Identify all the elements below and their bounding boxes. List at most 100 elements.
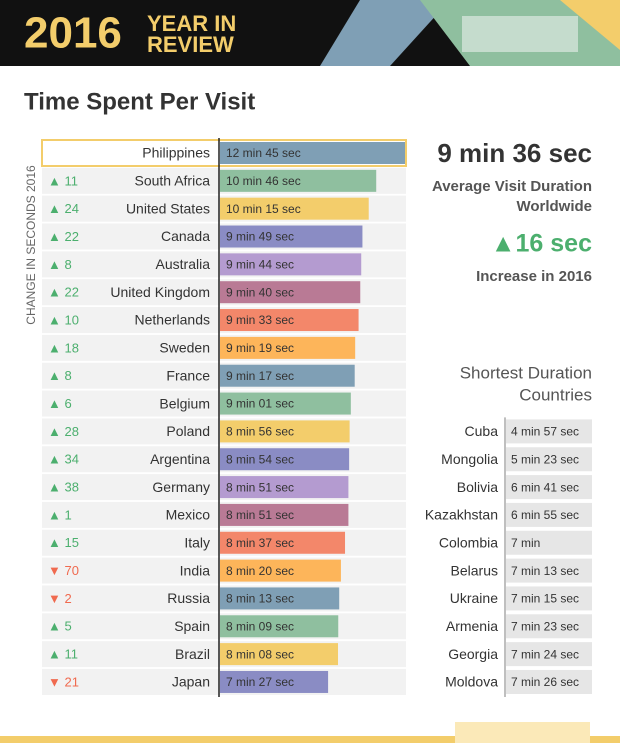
value-label: 9 min 49 sec	[226, 230, 294, 244]
value-label: 7 min 27 sec	[226, 675, 294, 689]
change-label: ▲ 8	[48, 368, 72, 383]
table-value: 6 min 41 sec	[511, 480, 579, 494]
bar	[220, 364, 355, 387]
table-country: Cuba	[465, 423, 499, 439]
bar	[220, 643, 339, 666]
value-label: 10 min 46 sec	[226, 174, 301, 188]
bar	[220, 169, 377, 192]
value-label: 8 min 20 sec	[226, 564, 294, 578]
table-country: Ukraine	[450, 590, 498, 606]
value-label: 8 min 51 sec	[226, 480, 294, 494]
table-country: Georgia	[448, 646, 498, 662]
change-label: ▲ 11	[48, 647, 78, 662]
bar	[220, 559, 341, 582]
change-label: ▼ 21	[48, 674, 79, 689]
table-cell	[506, 614, 592, 639]
table-title: Shortest Duration	[460, 363, 592, 382]
category-label: Canada	[161, 228, 210, 244]
stat-label: Worldwide	[516, 198, 592, 215]
change-label: ▲ 28	[48, 424, 79, 439]
category-label: Spain	[174, 618, 210, 634]
header-logo	[462, 16, 578, 52]
category-label: France	[166, 367, 210, 383]
category-label: Mexico	[166, 507, 211, 523]
value-label: 8 min 51 sec	[226, 508, 294, 522]
change-label: ▲ 24	[48, 201, 79, 216]
bar	[220, 587, 340, 610]
header-deco	[560, 0, 620, 50]
table-cell	[506, 642, 592, 667]
change-label: ▲ 15	[48, 535, 79, 550]
category-label: Italy	[184, 534, 210, 550]
bar	[220, 225, 363, 248]
table-cell	[506, 558, 592, 583]
table-cell	[506, 669, 592, 694]
value-label: 8 min 13 sec	[226, 592, 294, 606]
bar	[220, 392, 351, 415]
stat-average: 9 min 36 sec	[437, 138, 592, 168]
change-label: ▲ 34	[48, 452, 79, 467]
bar	[220, 336, 356, 359]
table-value: 6 min 55 sec	[511, 508, 579, 522]
change-label: ▲ 8	[48, 257, 72, 272]
table-country: Kazakhstan	[425, 507, 498, 523]
bar	[220, 281, 361, 304]
table-country: Bolivia	[457, 479, 498, 495]
axis-label: CHANGE IN SECONDS 2016	[24, 165, 38, 325]
value-label: 10 min 15 sec	[226, 202, 301, 216]
value-label: 8 min 08 sec	[226, 647, 294, 661]
table-value: 7 min 13 sec	[511, 564, 579, 578]
change-label: ▲ 18	[48, 340, 79, 355]
table-country: Armenia	[446, 618, 498, 634]
header-line: YEAR IN	[147, 11, 236, 36]
bar	[220, 476, 349, 499]
category-label: Poland	[166, 423, 210, 439]
category-label: Australia	[156, 256, 211, 272]
table-cell	[506, 475, 592, 500]
value-label: 9 min 19 sec	[226, 341, 294, 355]
value-label: 12 min 45 sec	[226, 146, 301, 160]
table-cell	[506, 419, 592, 444]
header-line: REVIEW	[147, 32, 234, 57]
change-label: ▲ 5	[48, 619, 72, 634]
change-label: ▲ 6	[48, 396, 72, 411]
value-label: 9 min 40 sec	[226, 285, 294, 299]
category-label: South Africa	[135, 173, 211, 189]
bar	[220, 197, 369, 220]
category-label: Argentina	[150, 451, 210, 467]
value-label: 8 min 09 sec	[226, 619, 294, 633]
change-label: ▲ 11	[48, 173, 78, 188]
category-label: India	[180, 562, 211, 578]
stat-label: Average Visit Duration	[432, 178, 592, 195]
category-label: Russia	[167, 590, 210, 606]
change-label: ▲ 22	[48, 285, 79, 300]
table-value: 7 min 24 sec	[511, 647, 579, 661]
table-country: Moldova	[445, 674, 498, 690]
bar	[220, 420, 350, 443]
value-label: 9 min 33 sec	[226, 313, 294, 327]
bar	[220, 503, 349, 526]
category-label: Netherlands	[135, 312, 211, 328]
category-label: Sweden	[159, 340, 210, 356]
category-label: Belgium	[159, 395, 210, 411]
change-label: ▲ 10	[48, 312, 79, 327]
category-label: Philippines	[142, 145, 210, 161]
category-label: Japan	[172, 674, 210, 690]
value-label: 9 min 17 sec	[226, 369, 294, 383]
bar	[220, 448, 350, 471]
value-label: 9 min 44 sec	[226, 258, 294, 272]
bar	[220, 670, 329, 693]
change-label: ▲ 1	[48, 507, 72, 522]
table-country: Belarus	[451, 562, 498, 578]
table-value: 7 min 23 sec	[511, 619, 579, 633]
header-deco	[320, 0, 450, 66]
table-value: 7 min 15 sec	[511, 592, 579, 606]
change-label: ▼ 2	[48, 591, 72, 606]
table-value: 5 min 23 sec	[511, 452, 579, 466]
value-label: 8 min 54 sec	[226, 452, 294, 466]
change-label: ▼ 70	[48, 563, 79, 578]
footer-logo	[455, 722, 590, 743]
table-value: 7 min	[511, 536, 540, 550]
table-cell	[506, 530, 592, 555]
table-country: Colombia	[439, 534, 498, 550]
